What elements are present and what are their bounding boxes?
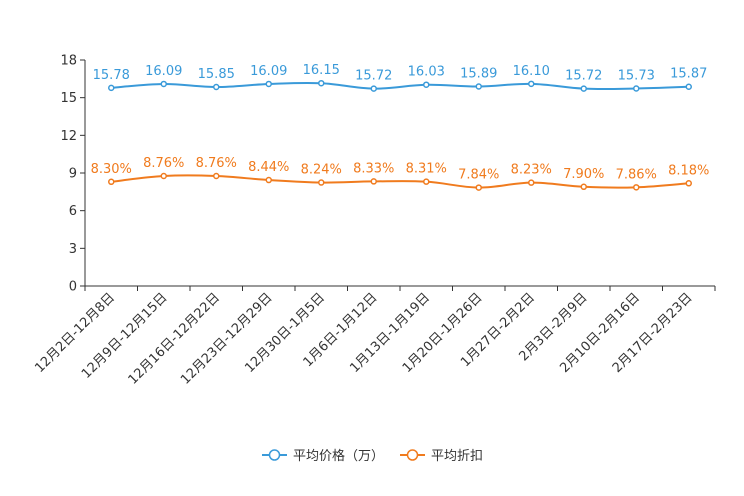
legend-item-1: 平均价格（万）: [262, 448, 384, 464]
y-tick-label: 15: [60, 91, 77, 106]
data-point: [160, 80, 167, 88]
data-point: [318, 79, 325, 87]
data-point: [108, 84, 115, 92]
y-tick-label: 12: [60, 129, 77, 144]
x-tick-label: 12月16日-12月22日: [126, 290, 223, 387]
legend-marker-icon: [268, 449, 281, 461]
y-tick-label: 9: [69, 167, 77, 182]
data-point: [685, 180, 692, 187]
data-point: [580, 85, 587, 92]
data-label: 7.90%: [563, 167, 604, 182]
data-point: [475, 184, 482, 191]
y-tick-label: 3: [69, 242, 77, 257]
y-tick-label: 6: [69, 204, 77, 219]
data-point: [318, 179, 325, 186]
data-point: [213, 83, 220, 91]
data-label: 15.72: [355, 69, 392, 84]
data-point: [265, 80, 272, 88]
data-label: 8.76%: [143, 156, 184, 171]
legend-label: 平均折扣: [431, 449, 483, 464]
data-point: [633, 85, 640, 92]
data-label: 8.24%: [301, 163, 342, 178]
data-label: 15.78: [93, 68, 130, 83]
data-label: 8.31%: [406, 162, 447, 177]
data-point: [160, 172, 167, 180]
data-point: [580, 183, 587, 191]
data-label: 8.33%: [353, 161, 394, 176]
data-label: 15.87: [670, 67, 707, 82]
data-label: 8.18%: [668, 163, 709, 178]
series-line: [111, 174, 689, 189]
data-point: [685, 83, 692, 90]
legend-item-2: 平均折扣: [400, 449, 483, 464]
axes: 036912151812月2日-12月8日12月9日-12月15日12月16日-…: [32, 54, 716, 388]
y-tick-label: 18: [60, 54, 77, 69]
data-label: 15.73: [618, 69, 655, 84]
data-point: [370, 178, 377, 185]
legend-marker-icon: [406, 449, 419, 461]
data-label: 7.84%: [458, 168, 499, 183]
data-point: [423, 81, 430, 88]
data-label: 16.15: [303, 63, 340, 78]
data-label: 15.89: [460, 66, 497, 81]
data-label: 16.09: [250, 64, 287, 79]
series-2: 8.30% 8.76% 8.76% 8.44% 8.24% 8.33% 8.31% 7.84%…: [91, 156, 709, 191]
data-point: [423, 178, 430, 185]
data-label: 16.09: [145, 64, 182, 79]
data-label: 16.10: [513, 64, 550, 79]
data-label: 7.86%: [616, 167, 657, 182]
data-point: [528, 80, 535, 88]
data-point: [108, 178, 115, 186]
data-point: [475, 83, 482, 90]
data-label: 8.44%: [248, 160, 289, 175]
series-group: 15.78 16.09 15.85 16.09 16.15 15.72 16.03 15.89…: [91, 63, 709, 191]
y-tick-label: 0: [69, 280, 77, 295]
data-point: [528, 179, 535, 186]
data-point: [265, 176, 272, 184]
data-label: 15.85: [198, 67, 235, 82]
data-point: [633, 184, 640, 191]
data-label: 8.76%: [196, 156, 237, 171]
data-label: 8.30%: [91, 162, 132, 177]
data-label: 16.03: [408, 65, 445, 80]
data-point: [370, 85, 377, 92]
data-point: [213, 172, 220, 180]
x-tick-label: 12月23日-12月29日: [178, 290, 275, 387]
series-1: 15.78 16.09 15.85 16.09 16.15 15.72 16.03 15.89…: [93, 63, 707, 92]
legend-label: 平均价格（万）: [293, 448, 384, 464]
legend: 平均价格（万） 平均折扣: [262, 448, 483, 464]
data-label: 15.72: [565, 69, 602, 84]
series-line: [111, 81, 689, 91]
data-label: 8.23%: [511, 163, 552, 178]
